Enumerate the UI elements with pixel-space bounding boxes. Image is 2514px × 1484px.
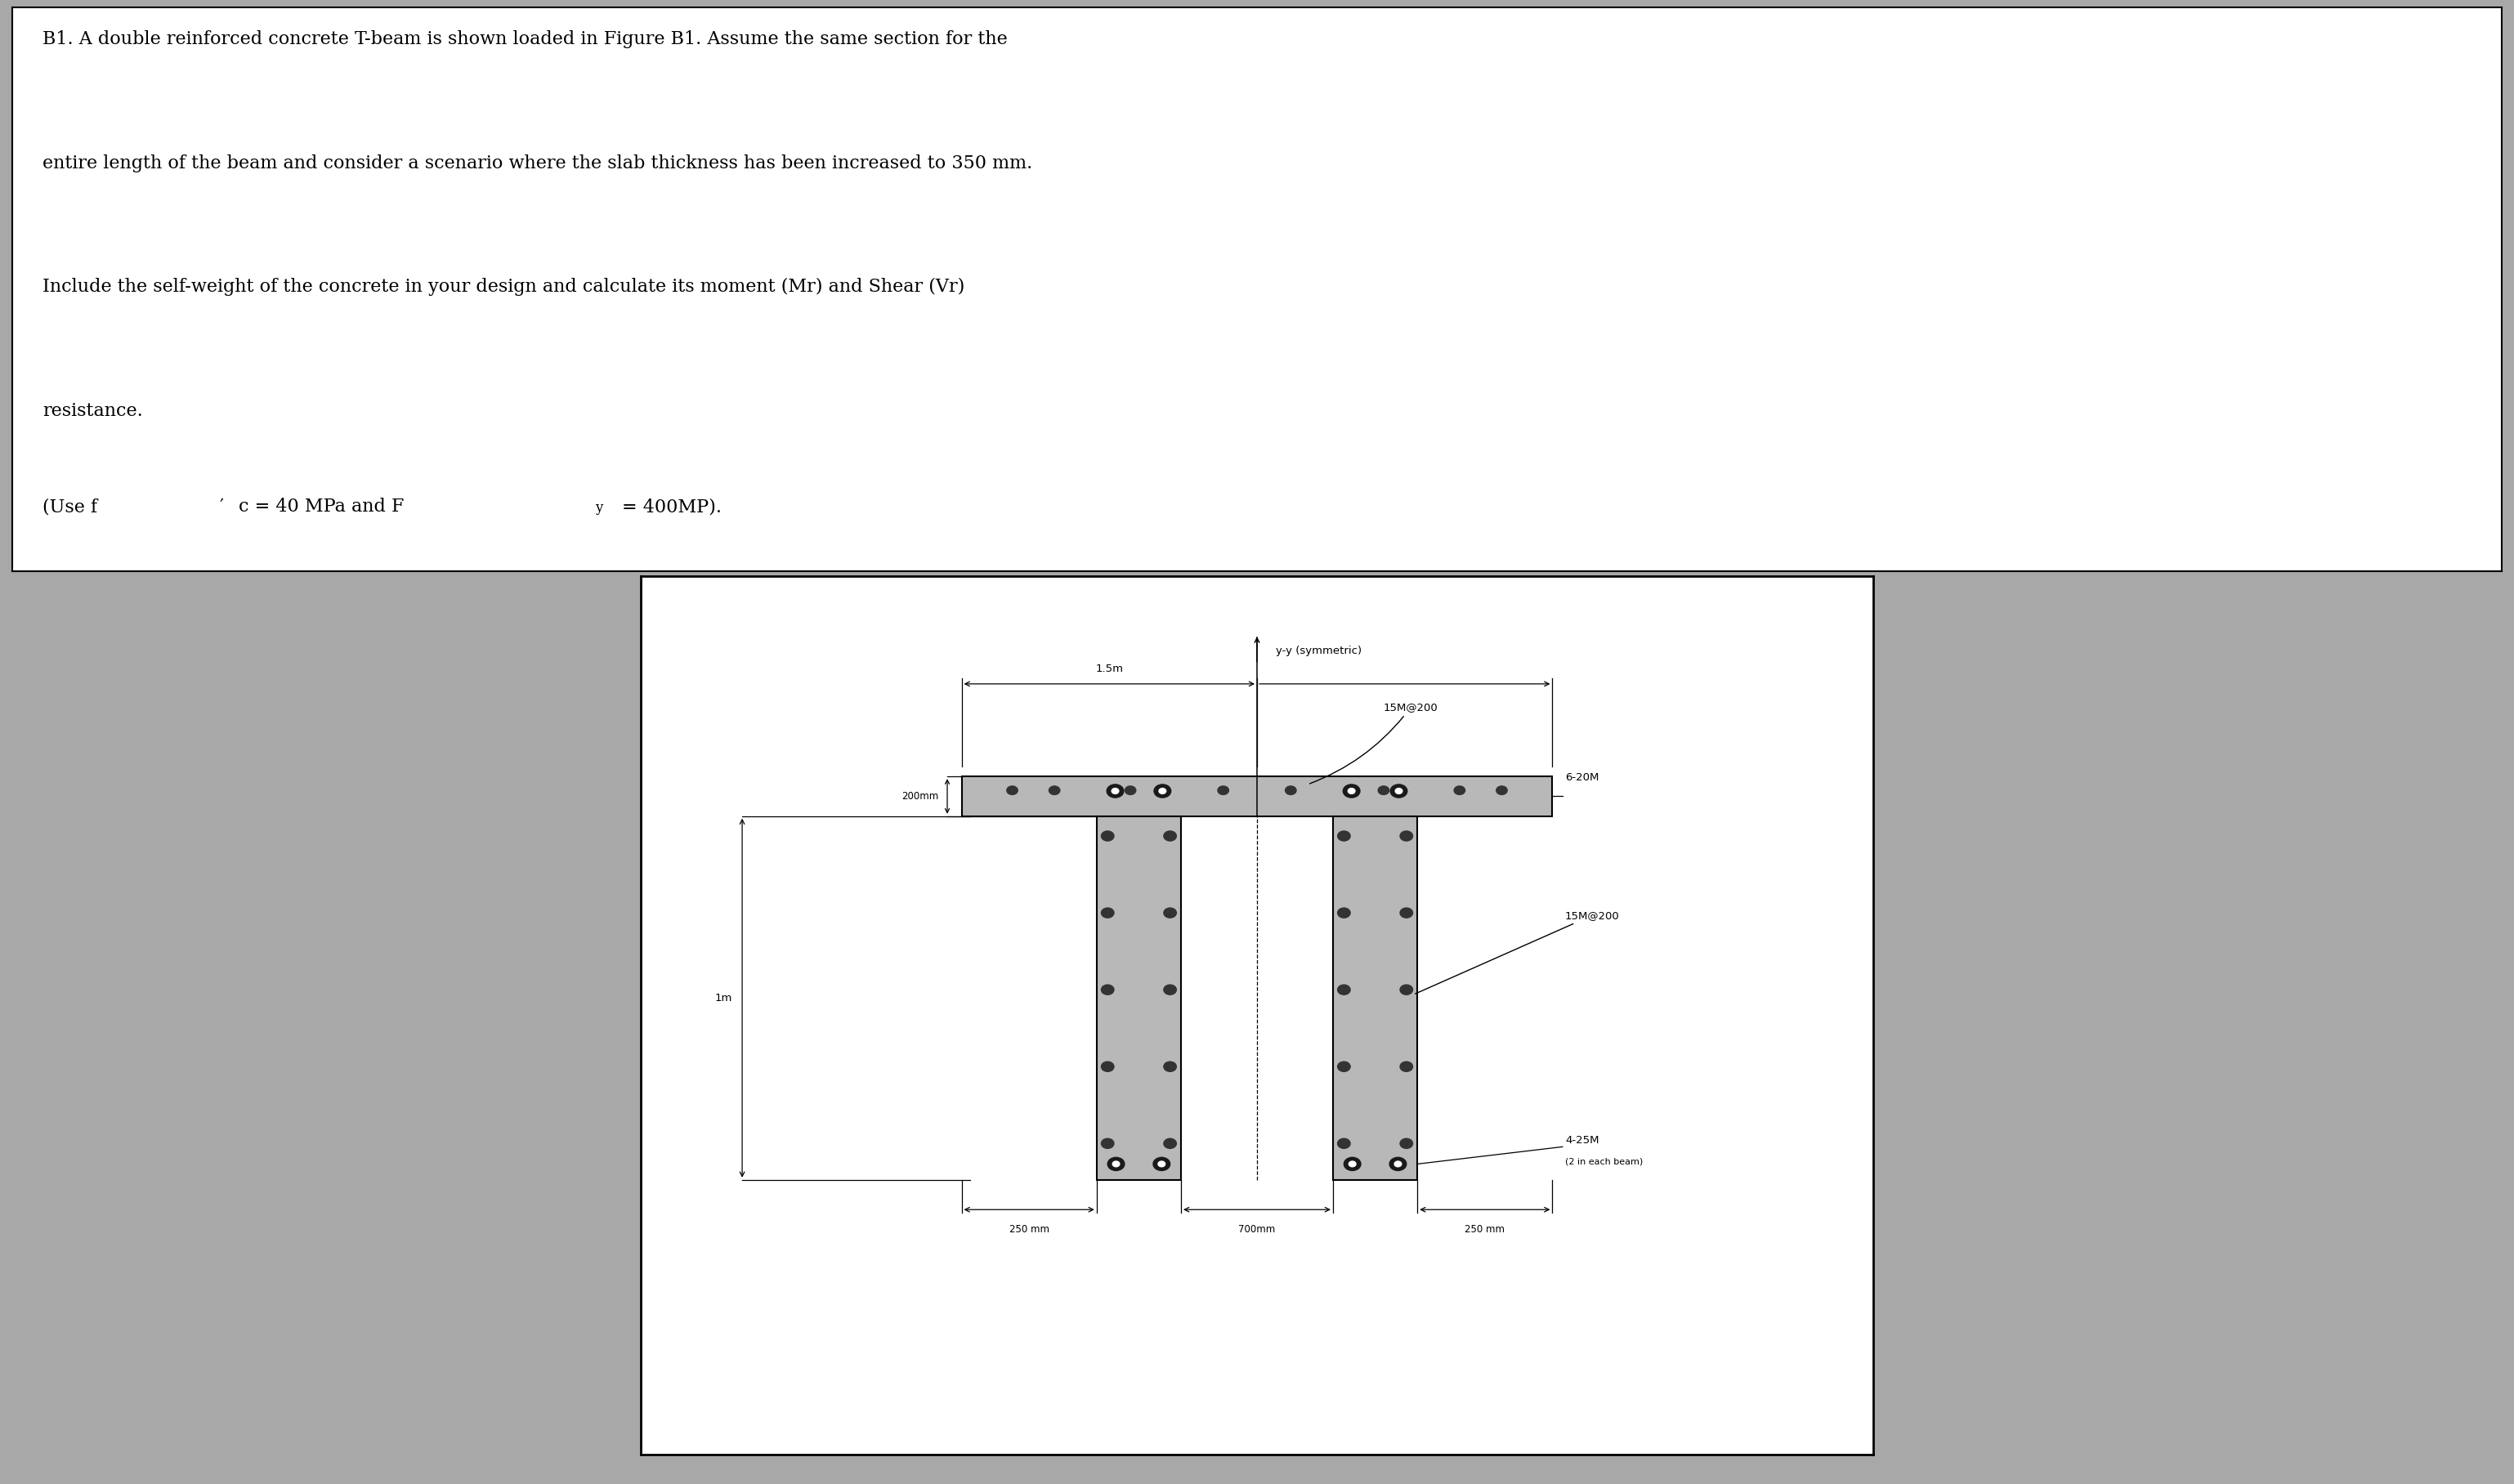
Circle shape bbox=[1124, 787, 1136, 794]
Circle shape bbox=[1154, 1158, 1169, 1171]
Text: 250 mm: 250 mm bbox=[1008, 1224, 1048, 1235]
Text: entire length of the beam and consider a scenario where the slab thickness has b: entire length of the beam and consider a… bbox=[43, 154, 1033, 172]
Text: Include the self-weight of the concrete in your design and calculate its moment : Include the self-weight of the concrete … bbox=[43, 278, 965, 297]
Text: Figure B-1: Figure B-1 bbox=[1197, 1398, 1317, 1419]
Circle shape bbox=[1164, 985, 1177, 994]
Circle shape bbox=[1164, 1138, 1177, 1149]
Circle shape bbox=[1400, 831, 1413, 841]
Text: 15M@200: 15M@200 bbox=[1310, 702, 1438, 784]
Circle shape bbox=[1109, 1158, 1124, 1171]
Circle shape bbox=[1400, 908, 1413, 917]
Circle shape bbox=[1395, 1160, 1400, 1166]
Circle shape bbox=[1337, 1061, 1350, 1071]
Circle shape bbox=[1164, 831, 1177, 841]
Text: 1m: 1m bbox=[714, 993, 732, 1003]
Circle shape bbox=[1101, 1138, 1114, 1149]
Circle shape bbox=[1285, 787, 1297, 794]
Circle shape bbox=[1006, 787, 1018, 794]
Text: = 400MP).: = 400MP). bbox=[623, 499, 722, 516]
Text: 6-20M: 6-20M bbox=[1566, 773, 1599, 784]
Text: 200mm: 200mm bbox=[903, 791, 938, 801]
Bar bbox=[1332, 816, 1418, 1180]
Circle shape bbox=[1337, 908, 1350, 917]
Text: c = 40 MPa and F: c = 40 MPa and F bbox=[239, 499, 405, 516]
Circle shape bbox=[1101, 831, 1114, 841]
Circle shape bbox=[1164, 908, 1177, 917]
Text: 4-25M: 4-25M bbox=[1566, 1135, 1599, 1146]
Text: (Use f: (Use f bbox=[43, 499, 98, 516]
Text: B1. A double reinforced concrete T-beam is shown loaded in Figure B1. Assume the: B1. A double reinforced concrete T-beam … bbox=[43, 30, 1008, 47]
Text: 15M@200: 15M@200 bbox=[1415, 910, 1619, 994]
Circle shape bbox=[1101, 1061, 1114, 1071]
Circle shape bbox=[1395, 788, 1403, 794]
Circle shape bbox=[1390, 1158, 1405, 1171]
Circle shape bbox=[1453, 787, 1466, 794]
Circle shape bbox=[1164, 1061, 1177, 1071]
Circle shape bbox=[1378, 787, 1390, 794]
Text: resistance.: resistance. bbox=[43, 402, 143, 420]
Text: y-y (symmetric): y-y (symmetric) bbox=[1275, 646, 1363, 656]
Circle shape bbox=[1217, 787, 1229, 794]
Circle shape bbox=[1337, 831, 1350, 841]
Circle shape bbox=[1348, 788, 1355, 794]
Bar bbox=[960, 776, 1554, 816]
Circle shape bbox=[1390, 785, 1408, 797]
Circle shape bbox=[1400, 1061, 1413, 1071]
Circle shape bbox=[1400, 985, 1413, 994]
Circle shape bbox=[1154, 785, 1172, 797]
Circle shape bbox=[1350, 1160, 1355, 1166]
Bar bbox=[1096, 816, 1182, 1180]
Circle shape bbox=[1342, 785, 1360, 797]
Circle shape bbox=[1496, 787, 1508, 794]
Circle shape bbox=[1159, 788, 1166, 794]
Circle shape bbox=[1114, 1160, 1119, 1166]
Circle shape bbox=[1048, 787, 1061, 794]
Circle shape bbox=[1400, 1138, 1413, 1149]
Text: 250 mm: 250 mm bbox=[1466, 1224, 1506, 1235]
Text: y: y bbox=[596, 502, 603, 515]
Text: 1.5m: 1.5m bbox=[1096, 663, 1124, 674]
Circle shape bbox=[1337, 985, 1350, 994]
Text: ′: ′ bbox=[219, 499, 224, 516]
Text: 700mm: 700mm bbox=[1239, 1224, 1275, 1235]
Circle shape bbox=[1106, 785, 1124, 797]
Circle shape bbox=[1337, 1138, 1350, 1149]
Circle shape bbox=[1101, 908, 1114, 917]
Circle shape bbox=[1101, 985, 1114, 994]
Circle shape bbox=[1111, 788, 1119, 794]
Circle shape bbox=[1345, 1158, 1360, 1171]
Text: (2 in each beam): (2 in each beam) bbox=[1566, 1158, 1644, 1165]
Circle shape bbox=[1159, 1160, 1164, 1166]
